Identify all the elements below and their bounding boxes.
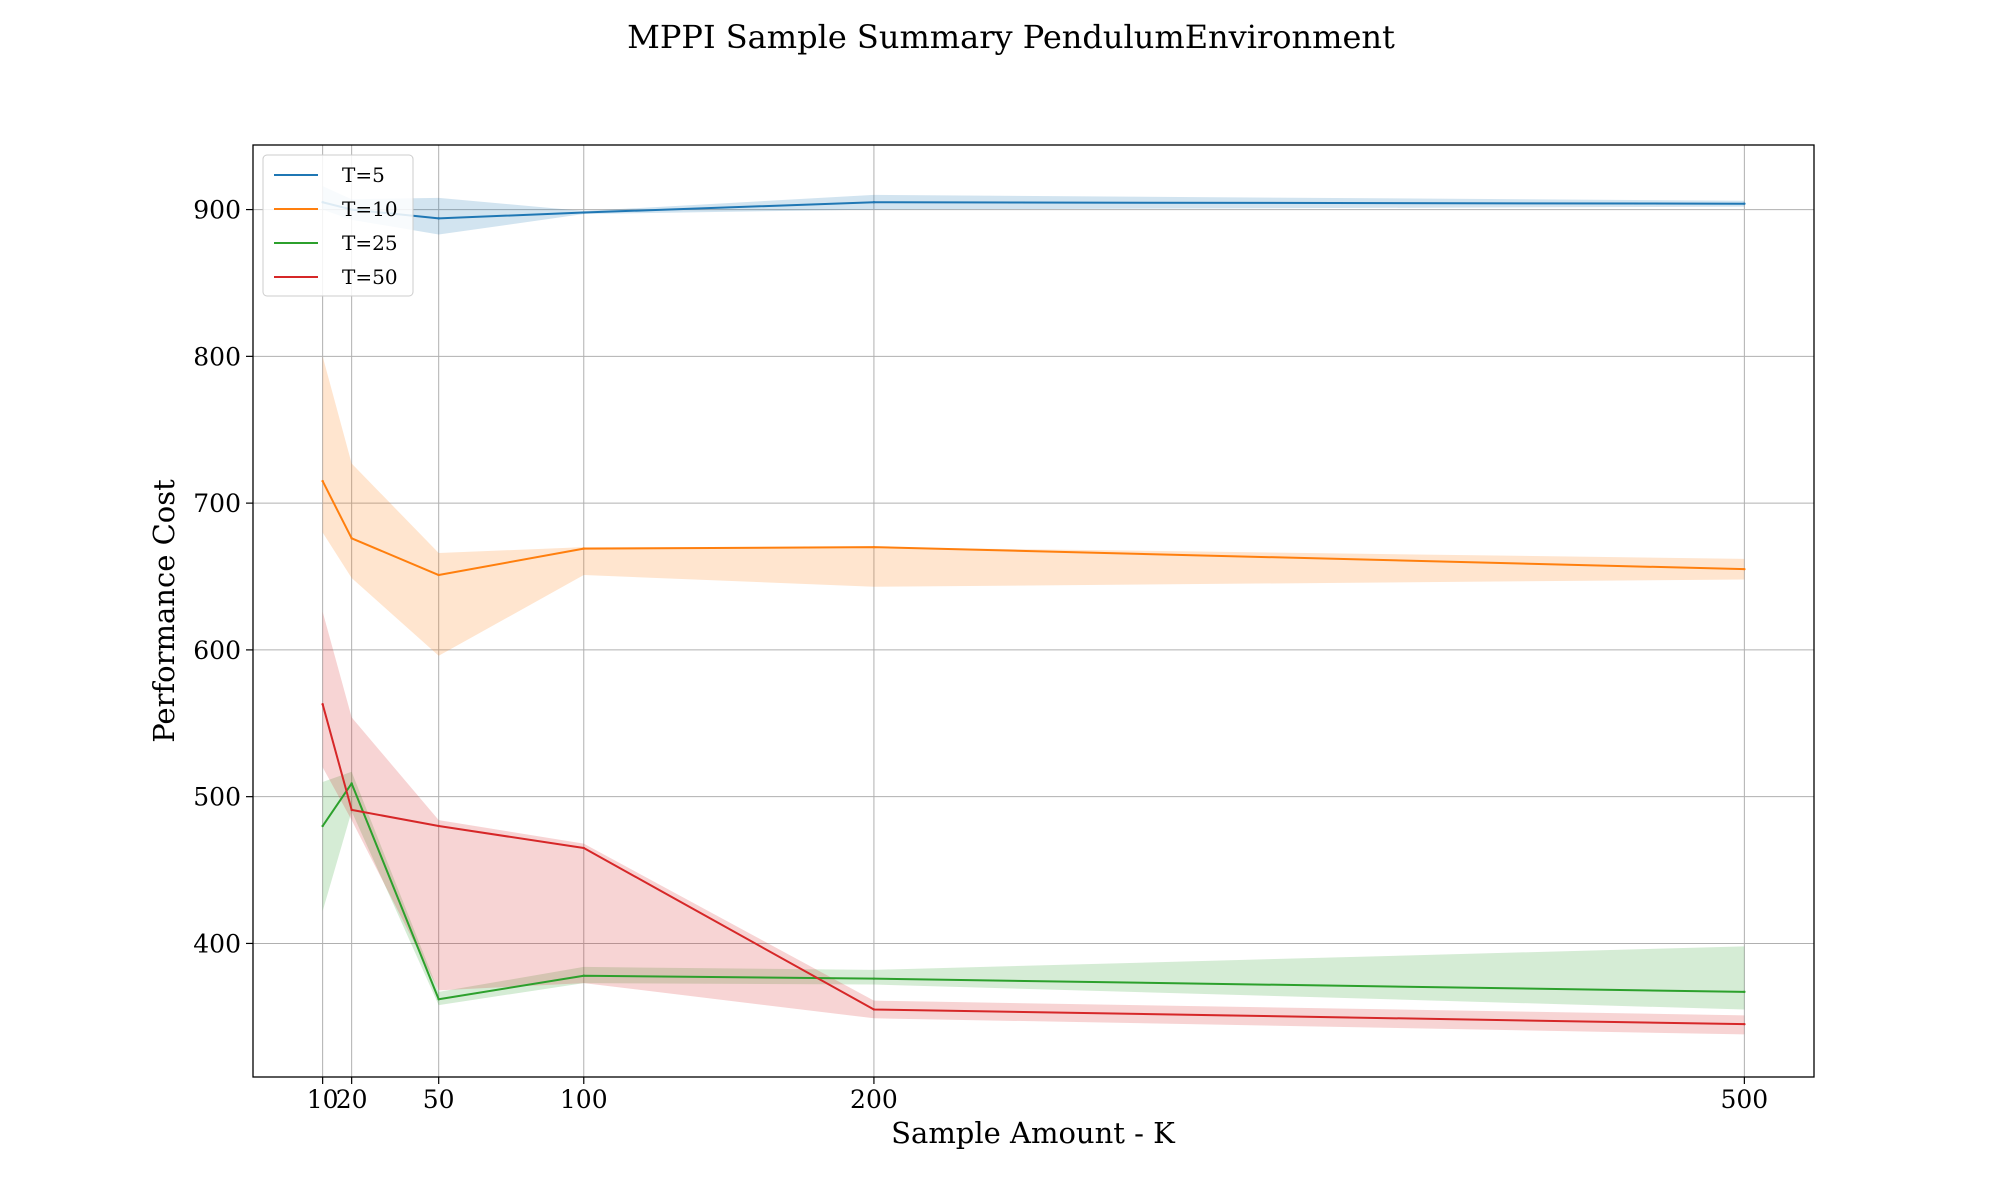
y-tick-label: 600 (193, 636, 241, 665)
confidence-bands (322, 186, 1745, 1035)
data-point-series-0 (1743, 202, 1746, 205)
plot-area-frame (252, 144, 1815, 1078)
data-point-series-3 (437, 824, 440, 828)
line-series-1 (321, 480, 1745, 577)
data-point-series-3 (582, 846, 585, 850)
data-point-series-3 (872, 1008, 876, 1011)
data-point-series-1 (872, 545, 876, 549)
y-axis-label: Performance Cost (147, 479, 181, 743)
band-series-0 (322, 186, 1745, 235)
legend-label-3: T=50 (342, 265, 398, 289)
y-tick-label: 400 (193, 929, 241, 958)
data-point-series-2 (321, 824, 324, 828)
line-series-3 (321, 703, 1745, 1026)
y-axis-ticks: 400 500 600 700 800 900 (193, 196, 253, 958)
chart-title: MPPI Sample Summary PendulumEnvironment (627, 18, 1395, 56)
data-point-series-0 (582, 211, 585, 214)
y-tick-label: 700 (193, 489, 241, 518)
data-point-series-0 (872, 201, 876, 204)
x-tick-label: 100 (560, 1085, 608, 1114)
x-tick-label: 200 (850, 1085, 898, 1114)
data-point-series-2 (582, 974, 585, 977)
x-axis-label: Sample Amount - K (891, 1116, 1176, 1150)
y-tick-label: 800 (193, 342, 241, 371)
data-point-series-1 (321, 479, 324, 483)
y-tick-label: 900 (193, 196, 241, 225)
band-series-2 (322, 771, 1745, 1010)
legend-items: T=5 T=10 T=25 T=50 (274, 163, 398, 289)
x-tick-label: 500 (1721, 1085, 1769, 1114)
data-point-series-3 (1743, 1022, 1746, 1026)
y-tick-label: 500 (193, 783, 241, 812)
legend-label-1: T=10 (342, 197, 398, 221)
band-series-1 (322, 356, 1745, 656)
x-tick-label: 20 (336, 1085, 368, 1114)
legend-label-2: T=25 (342, 231, 398, 255)
data-point-series-2 (350, 782, 353, 785)
x-tick-label: 10 (307, 1085, 339, 1114)
data-point-series-0 (437, 217, 440, 220)
grid-lines (253, 145, 1814, 1077)
data-point-series-1 (582, 547, 585, 550)
data-point-series-2 (437, 998, 440, 1001)
data-point-series-2 (872, 977, 876, 980)
legend-frame (262, 154, 414, 297)
data-point-series-2 (1743, 990, 1746, 994)
x-tick-label: 50 (423, 1085, 455, 1114)
data-point-series-1 (350, 537, 353, 540)
band-series-3 (322, 611, 1745, 1035)
legend-label-0: T=5 (342, 163, 385, 187)
data-point-series-3 (321, 703, 324, 706)
data-point-series-3 (350, 808, 353, 812)
data-point-series-1 (437, 573, 440, 577)
data-point-series-1 (1743, 567, 1746, 571)
legend: T=5 T=10 T=25 T=50 (262, 154, 414, 297)
